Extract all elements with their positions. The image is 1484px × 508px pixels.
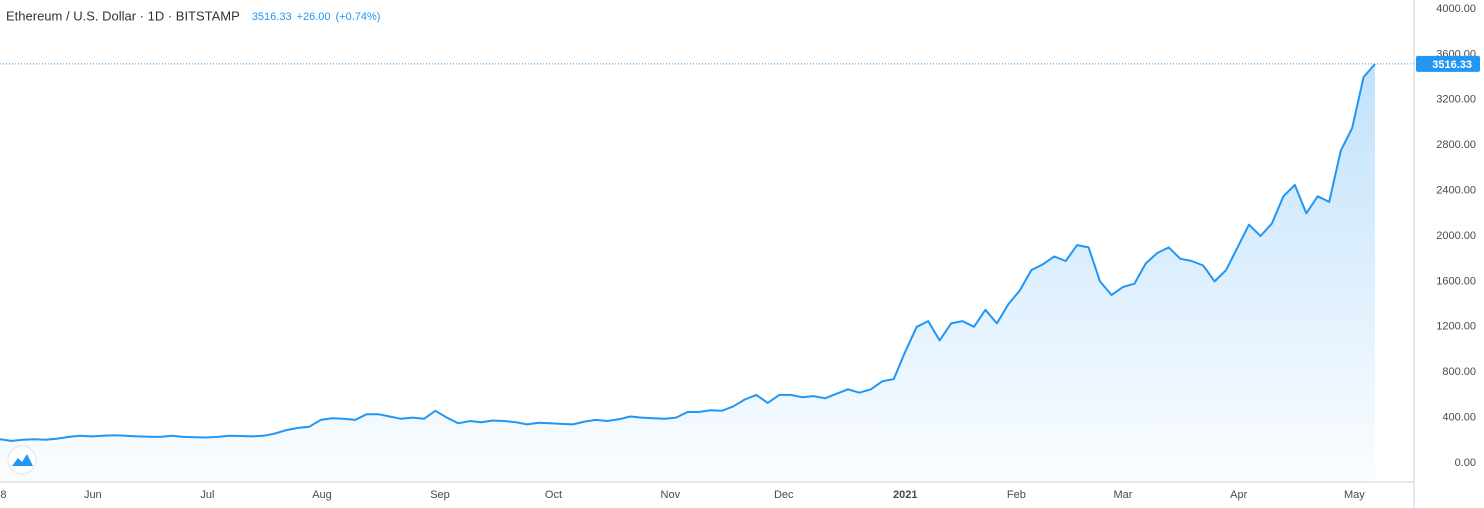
x-tick-label: Feb	[1007, 489, 1026, 501]
price-line	[0, 63, 1376, 442]
chart-title: Ethereum / U.S. Dollar · 1D · BITSTAMP	[6, 8, 240, 23]
y-tick-label: 2000.00	[1436, 230, 1476, 242]
y-tick-label: 1600.00	[1436, 275, 1476, 287]
y-tick-label: 4000.00	[1436, 3, 1476, 15]
last-price-tag	[1416, 55, 1480, 72]
x-tick-label: Nov	[661, 489, 681, 501]
x-tick-label: Apr	[1230, 489, 1247, 501]
y-tick-label: 800.00	[1442, 366, 1476, 378]
logo	[7, 445, 37, 475]
y-tick-label: 1200.00	[1436, 321, 1476, 333]
x-tick-label: Jun	[84, 489, 102, 501]
y-tick-label: 3200.00	[1436, 94, 1476, 106]
plot-area	[0, 63, 1414, 483]
area	[0, 63, 1375, 483]
x-tick-label: Jul	[200, 489, 214, 501]
x-tick-label: Sep	[430, 489, 450, 501]
x-tick-label: Mar	[1113, 489, 1132, 501]
y-tick-label: 0.00	[1455, 457, 1476, 469]
y-tick-label: 2800.00	[1436, 139, 1476, 151]
x-tick-label: Dec	[774, 489, 794, 501]
last-price-tag-label: 3516.33	[1432, 59, 1472, 71]
x-tick-label: 8	[0, 489, 6, 501]
x-tick-label: Aug	[312, 489, 332, 501]
y-tick-label: 2400.00	[1436, 185, 1476, 197]
last-price: 3516.33	[252, 11, 292, 23]
x-tick-label: 2021	[893, 489, 917, 501]
x-tick-label: Oct	[545, 489, 562, 501]
price-change: +26.00	[297, 11, 331, 23]
price-change-percent: (+0.74%)	[336, 11, 381, 23]
x-tick-label: May	[1344, 489, 1365, 501]
y-tick-label: 400.00	[1442, 412, 1476, 424]
